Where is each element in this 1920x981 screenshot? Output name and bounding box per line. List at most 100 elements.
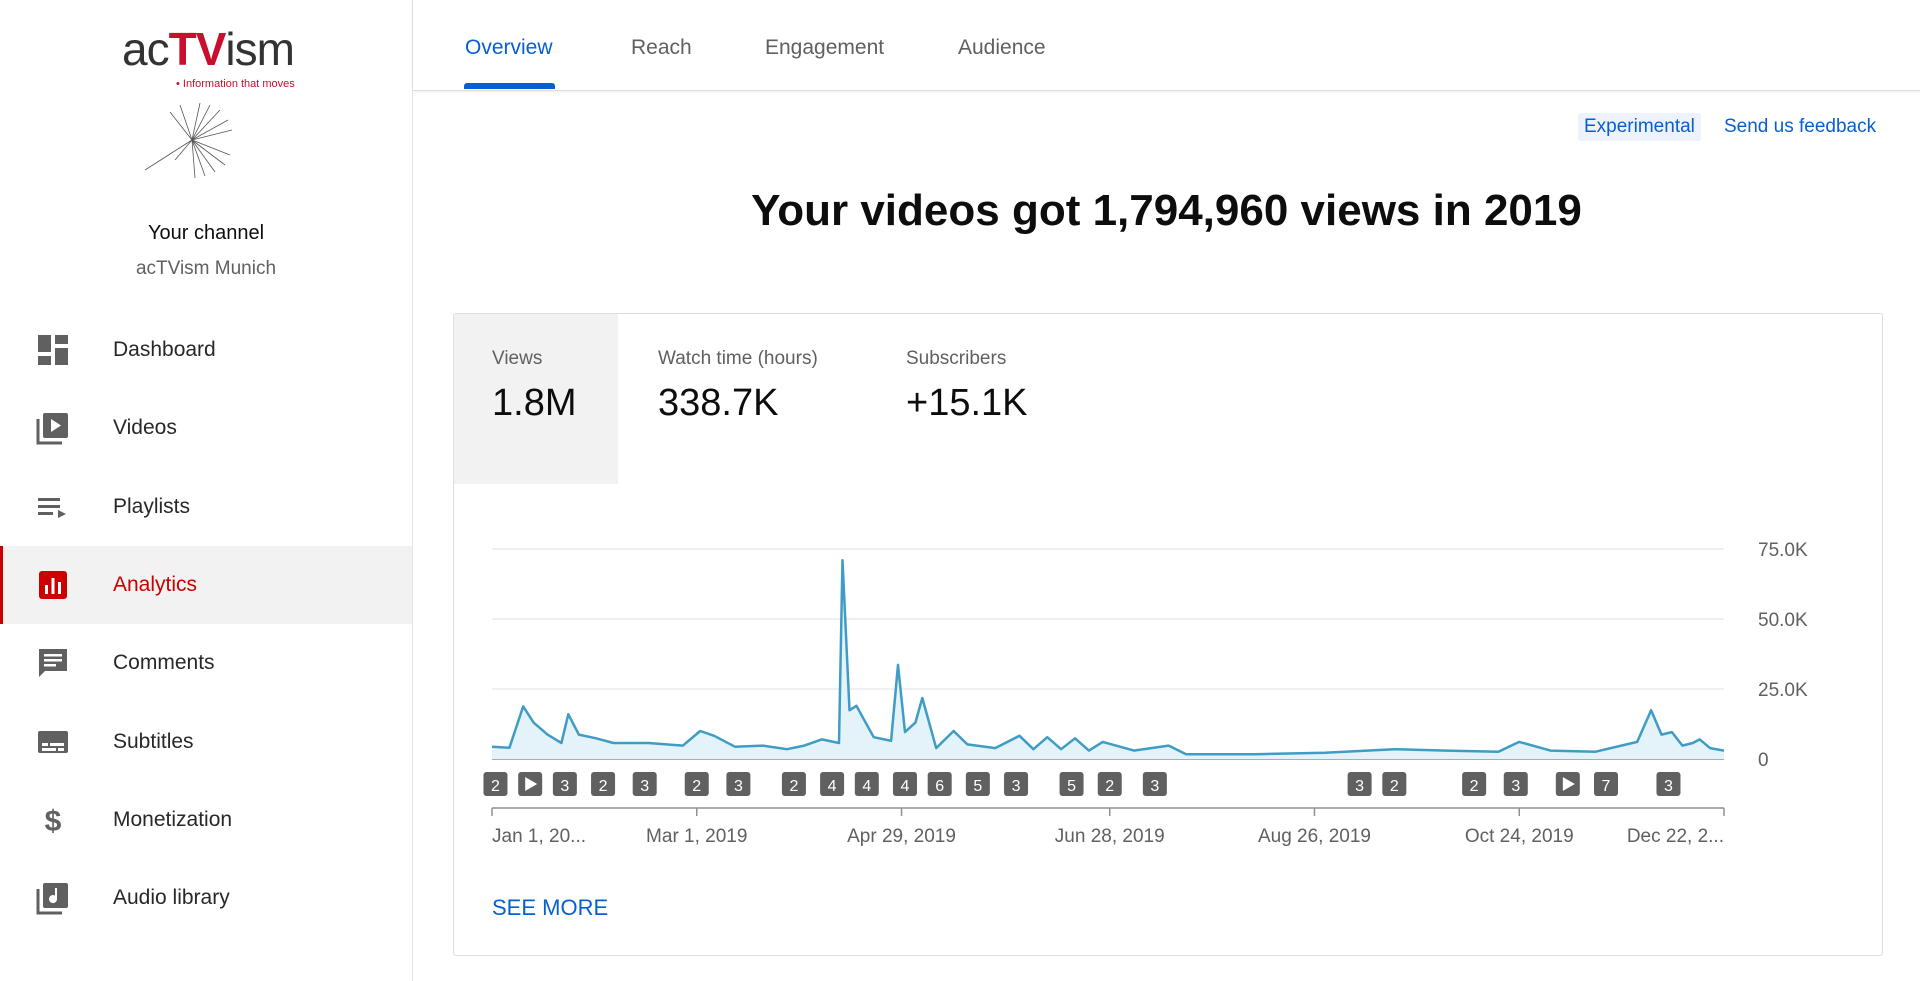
nav-icon xyxy=(39,649,67,678)
marker-badge xyxy=(483,772,508,796)
marker-label: 4 xyxy=(901,778,910,795)
marker-label: 3 xyxy=(560,778,569,795)
annotation-marker xyxy=(518,772,543,796)
annotation-marker: 2 xyxy=(1097,772,1122,796)
marker-badge xyxy=(1059,772,1084,796)
nav-icon xyxy=(38,497,66,518)
marker-label: 7 xyxy=(1602,778,1611,795)
marker-badge xyxy=(1347,772,1372,796)
marker-label: 4 xyxy=(862,778,871,795)
tab[interactable]: Audience xyxy=(958,36,1046,59)
marker-label: 2 xyxy=(789,778,798,795)
metric-tab-selected[interactable] xyxy=(454,314,618,484)
tab[interactable]: Overview xyxy=(465,36,553,59)
x-tick-label: Jan 1, 20... xyxy=(492,826,586,847)
marker-badge xyxy=(1656,772,1681,796)
y-tick-label: 50.0K xyxy=(1758,610,1808,631)
marker-label: 3 xyxy=(1664,778,1673,795)
x-tick-label: Mar 1, 2019 xyxy=(646,826,747,847)
annotation-marker: 3 xyxy=(552,772,577,796)
nav-item[interactable]: Videos xyxy=(0,389,412,467)
nav-label: Subtitles xyxy=(113,729,194,753)
see-more[interactable]: SEE MORE xyxy=(492,895,609,920)
svg-text:$: $ xyxy=(45,805,62,837)
experimental-badge: Experimental xyxy=(1578,113,1701,141)
x-tick-label: Aug 26, 2019 xyxy=(1258,826,1371,847)
marker-badge xyxy=(1462,772,1487,796)
marker-badge xyxy=(1503,772,1528,796)
feedback-link[interactable]: Send us feedback xyxy=(1724,116,1877,137)
logo: acTVism xyxy=(122,22,295,76)
nav-item[interactable]: Comments xyxy=(0,624,412,702)
marker-badge xyxy=(927,772,952,796)
card xyxy=(453,313,1883,956)
metric-label: Watch time (hours) xyxy=(658,348,818,369)
nav-label: Analytics xyxy=(113,572,198,596)
annotation-marker: 6 xyxy=(927,772,952,796)
marker-badge xyxy=(684,772,709,796)
marker-badge xyxy=(1097,772,1122,796)
channel-title: Your channel xyxy=(147,222,265,244)
marker-badge xyxy=(1594,772,1619,796)
annotation-marker: 3 xyxy=(632,772,657,796)
tab[interactable]: Reach xyxy=(631,36,692,59)
logo-art xyxy=(144,102,233,179)
metric-value: 338.7K xyxy=(658,382,779,424)
annotation-marker xyxy=(1555,772,1580,796)
annotation-marker: 2 xyxy=(483,772,508,796)
nav-label: Audio library xyxy=(113,886,230,910)
marker-play-icon xyxy=(1562,777,1575,791)
nav-label: Playlists xyxy=(113,494,191,518)
x-tick-label: Dec 22, 2... xyxy=(1627,826,1724,847)
marker-label: 2 xyxy=(1105,778,1114,795)
metric-value: 1.8M xyxy=(492,382,577,424)
nav-icon xyxy=(36,413,68,445)
marker-label: 2 xyxy=(599,778,608,795)
y-tick-label: 0 xyxy=(1758,750,1769,771)
nav-item[interactable]: Dashboard xyxy=(0,311,412,389)
tab[interactable]: Engagement xyxy=(765,36,885,59)
marker-label: 5 xyxy=(973,778,982,795)
nav-label: Comments xyxy=(113,651,215,675)
logo-text: ac xyxy=(122,23,170,75)
x-tick-label: Jun 28, 2019 xyxy=(1055,826,1165,847)
marker-badge xyxy=(726,772,751,796)
marker-label: 2 xyxy=(692,778,701,795)
annotation-marker: 3 xyxy=(1347,772,1372,796)
annotation-marker: 3 xyxy=(1656,772,1681,796)
nav-icon xyxy=(39,570,67,599)
marker-badge xyxy=(781,772,806,796)
logo-text: TV xyxy=(168,23,227,75)
marker-label: 3 xyxy=(640,778,649,795)
marker-label: 5 xyxy=(1067,778,1076,795)
nav-item[interactable]: Playlists xyxy=(0,468,412,546)
marker-badge xyxy=(820,772,845,796)
sidebar: acTVism • Information that moves Your ch… xyxy=(0,0,413,981)
annotation-marker: 2 xyxy=(684,772,709,796)
nav-item[interactable]: Analytics xyxy=(0,545,412,624)
nav-icon: $ xyxy=(45,805,62,837)
line xyxy=(491,558,1725,756)
nav-label: Monetization xyxy=(113,807,233,831)
area xyxy=(492,560,1724,759)
nav-item[interactable]: $ Monetization xyxy=(0,781,412,859)
marker-badge xyxy=(854,772,879,796)
tab-bar: Overview Reach Engagement Audience xyxy=(413,0,1920,91)
marker-label: 3 xyxy=(1012,778,1021,795)
headline: Your videos got 1,794,960 views in 2019 xyxy=(751,186,1582,235)
nav-item[interactable]: Subtitles xyxy=(0,703,412,781)
marker-label: 2 xyxy=(1470,778,1479,795)
annotation-marker: 5 xyxy=(965,772,990,796)
marker-badge xyxy=(1382,772,1407,796)
annotation-marker: 3 xyxy=(726,772,751,796)
nav-item[interactable]: Audio library xyxy=(0,859,412,937)
x-tick-label: Apr 29, 2019 xyxy=(847,826,956,847)
annotation-marker: 3 xyxy=(1503,772,1528,796)
y-tick-label: 25.0K xyxy=(1758,680,1808,701)
marker-label: 3 xyxy=(1150,778,1159,795)
marker-badge xyxy=(892,772,917,796)
marker-label: 6 xyxy=(935,778,944,795)
marker-label: 3 xyxy=(1511,778,1520,795)
